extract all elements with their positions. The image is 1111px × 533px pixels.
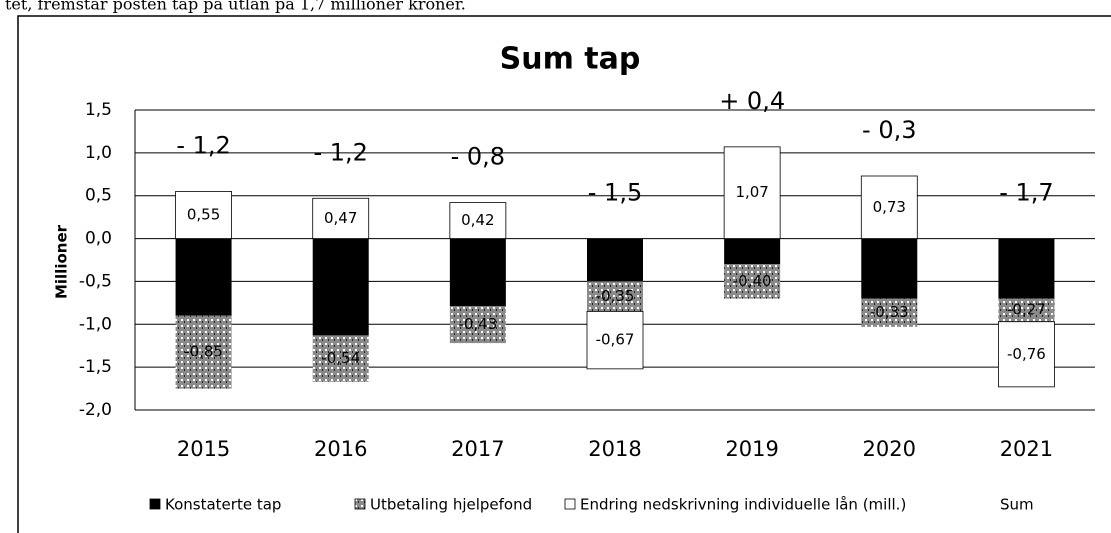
y-tick-label: 0,5 <box>85 186 112 206</box>
chart-title: Sum tap <box>500 42 641 77</box>
bar-segment <box>723 146 781 239</box>
data-label: -0,76 <box>1007 345 1046 363</box>
data-label: -0,85 <box>184 343 223 361</box>
y-tick-label: -1,5 <box>79 357 112 377</box>
sum-label: - 1,2 <box>313 138 367 166</box>
x-tick-label: 2017 <box>451 437 504 461</box>
y-tick-label: 0,0 <box>85 229 112 249</box>
data-label: 0,73 <box>873 198 906 216</box>
legend-swatch <box>149 498 161 510</box>
y-tick-label: 1,0 <box>85 143 112 163</box>
data-label: -0,43 <box>458 315 497 333</box>
data-label: 0,42 <box>461 211 494 229</box>
y-tick-label: 1,5 <box>85 100 112 120</box>
y-tick-label: -0,5 <box>79 271 112 291</box>
bar-segment <box>449 306 506 344</box>
legend-label: Sum <box>1000 496 1034 514</box>
sum-label: - 1,2 <box>176 131 230 159</box>
bar-segment <box>175 238 232 316</box>
sum-label: - 1,7 <box>999 179 1053 207</box>
legend-label: Utbetaling hjelpefond <box>370 496 532 514</box>
x-tick-label: 2016 <box>314 437 367 461</box>
x-tick-label: 2021 <box>1000 437 1053 461</box>
data-label: 1,07 <box>735 183 768 201</box>
bar-segment <box>449 238 506 307</box>
bar-segment <box>175 315 232 389</box>
x-tick-label: 2018 <box>588 437 641 461</box>
x-tick-label: 2019 <box>725 437 778 461</box>
sum-label: - 0,3 <box>862 116 916 144</box>
bar-segment <box>312 238 369 336</box>
y-axis-label: Millioner <box>53 224 71 299</box>
bar-segment <box>998 238 1055 299</box>
bar-segment <box>586 311 644 370</box>
chart-frame <box>17 15 1111 533</box>
bar-segment <box>312 335 369 382</box>
sum-label: + 0,4 <box>719 87 785 115</box>
bar-segment <box>861 298 918 327</box>
bar-segment <box>860 175 918 239</box>
bar-segment <box>449 202 507 239</box>
y-tick-label: -2,0 <box>79 400 112 420</box>
header-text: tet, fremstår posten tap på utlån på 1,7… <box>5 0 466 14</box>
bar-segment <box>861 238 918 299</box>
bar-segment <box>724 238 781 265</box>
data-label: -0,33 <box>870 303 909 321</box>
sum-label: - 1,5 <box>588 179 642 207</box>
legend-label: Konstaterte tap <box>165 496 281 514</box>
data-label: -0,40 <box>733 272 772 290</box>
data-label: -0,67 <box>596 331 635 349</box>
bar-segment <box>998 321 1055 388</box>
data-label: 0,47 <box>324 209 357 227</box>
bar-segment <box>724 264 781 299</box>
legend-label: Endring nedskrivning individuelle lån (m… <box>580 496 906 514</box>
bar-segment <box>587 281 643 312</box>
data-label: -0,35 <box>596 287 635 305</box>
bar-segment <box>312 197 370 239</box>
legend-swatch <box>354 498 366 510</box>
bar-segment <box>587 238 643 282</box>
x-tick-label: 2020 <box>863 437 916 461</box>
x-tick-label: 2015 <box>177 437 230 461</box>
y-tick-label: -1,0 <box>79 314 112 334</box>
bar-segment <box>998 298 1055 322</box>
data-label: -0,27 <box>1007 301 1046 319</box>
data-label: 0,55 <box>187 206 220 224</box>
bar-segment <box>175 191 232 239</box>
legend-swatch <box>564 498 576 510</box>
sum-label: - 0,8 <box>451 143 505 171</box>
data-label: -0,54 <box>321 349 360 367</box>
